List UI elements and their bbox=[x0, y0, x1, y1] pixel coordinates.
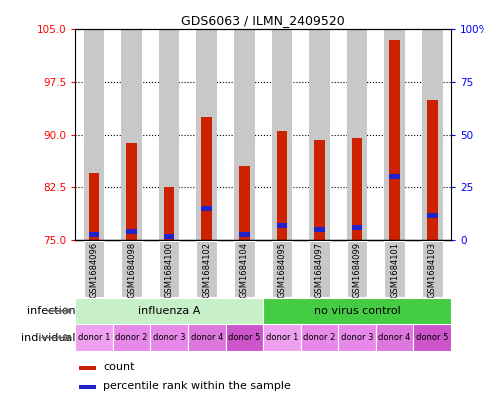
Bar bbox=[121, 29, 142, 240]
Bar bbox=[225, 324, 262, 351]
Text: donor 5: donor 5 bbox=[227, 333, 260, 342]
Bar bbox=[239, 166, 249, 240]
Text: GSM1684104: GSM1684104 bbox=[239, 242, 248, 298]
Bar bbox=[121, 241, 142, 297]
Bar bbox=[375, 324, 412, 351]
Bar bbox=[308, 29, 329, 240]
Bar bbox=[196, 241, 217, 297]
Text: donor 2: donor 2 bbox=[302, 333, 335, 342]
Bar bbox=[346, 241, 367, 297]
Text: GSM1684097: GSM1684097 bbox=[314, 242, 323, 298]
Bar bbox=[75, 324, 112, 351]
Bar bbox=[89, 231, 99, 237]
Text: influenza A: influenza A bbox=[137, 306, 200, 316]
Bar bbox=[79, 385, 96, 389]
Text: count: count bbox=[103, 362, 135, 373]
Bar bbox=[233, 29, 254, 240]
Bar bbox=[276, 223, 287, 228]
Text: donor 4: donor 4 bbox=[378, 333, 410, 342]
Bar bbox=[262, 324, 300, 351]
Bar bbox=[412, 324, 450, 351]
Bar bbox=[83, 241, 104, 297]
Text: donor 3: donor 3 bbox=[340, 333, 373, 342]
Bar bbox=[421, 241, 442, 297]
Bar bbox=[75, 298, 262, 324]
Bar bbox=[233, 241, 254, 297]
Text: donor 2: donor 2 bbox=[115, 333, 148, 342]
Bar bbox=[308, 241, 329, 297]
Bar bbox=[338, 324, 375, 351]
Text: percentile rank within the sample: percentile rank within the sample bbox=[103, 381, 290, 391]
Bar bbox=[158, 241, 179, 297]
Bar bbox=[89, 173, 99, 240]
Bar bbox=[314, 227, 324, 231]
Bar bbox=[271, 29, 292, 240]
Text: GSM1684095: GSM1684095 bbox=[277, 242, 286, 298]
Text: donor 3: donor 3 bbox=[152, 333, 185, 342]
Bar bbox=[112, 324, 150, 351]
Bar bbox=[383, 241, 404, 297]
Bar bbox=[383, 29, 404, 240]
Bar bbox=[389, 174, 399, 179]
Bar bbox=[150, 324, 188, 351]
Bar bbox=[351, 138, 362, 240]
Bar bbox=[188, 324, 225, 351]
Text: GSM1684100: GSM1684100 bbox=[164, 242, 173, 298]
Text: donor 1: donor 1 bbox=[265, 333, 298, 342]
Bar bbox=[83, 29, 104, 240]
Bar bbox=[262, 298, 450, 324]
Bar bbox=[158, 29, 179, 240]
Bar bbox=[196, 29, 217, 240]
Text: GSM1684098: GSM1684098 bbox=[127, 242, 136, 298]
Bar bbox=[239, 231, 249, 237]
Text: donor 1: donor 1 bbox=[77, 333, 110, 342]
Text: GSM1684096: GSM1684096 bbox=[89, 242, 98, 298]
Bar bbox=[126, 229, 136, 234]
Bar bbox=[389, 40, 399, 240]
Bar bbox=[271, 241, 292, 297]
Text: donor 4: donor 4 bbox=[190, 333, 223, 342]
Bar bbox=[314, 140, 324, 240]
Text: GSM1684101: GSM1684101 bbox=[389, 242, 398, 298]
Text: GSM1684103: GSM1684103 bbox=[427, 242, 436, 298]
Text: GSM1684102: GSM1684102 bbox=[202, 242, 211, 298]
Bar bbox=[126, 143, 136, 240]
Text: infection: infection bbox=[27, 306, 75, 316]
Text: individual: individual bbox=[21, 332, 75, 343]
Bar bbox=[426, 99, 437, 240]
Text: GSM1684099: GSM1684099 bbox=[352, 242, 361, 298]
Text: no virus control: no virus control bbox=[313, 306, 400, 316]
Bar bbox=[300, 324, 337, 351]
Bar bbox=[164, 235, 174, 239]
Bar bbox=[164, 187, 174, 240]
Title: GDS6063 / ILMN_2409520: GDS6063 / ILMN_2409520 bbox=[181, 14, 344, 27]
Text: donor 5: donor 5 bbox=[415, 333, 448, 342]
Bar bbox=[351, 225, 362, 230]
Bar bbox=[201, 117, 212, 240]
Bar bbox=[276, 131, 287, 240]
Bar bbox=[346, 29, 367, 240]
Bar bbox=[201, 206, 212, 211]
Bar bbox=[421, 29, 442, 240]
Bar bbox=[426, 213, 437, 218]
Bar bbox=[79, 366, 96, 370]
